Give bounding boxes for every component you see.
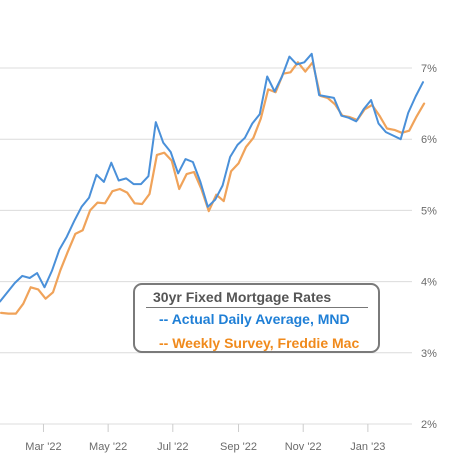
x-tick-label: Sep '22 (220, 441, 257, 453)
y-tick-label: 6% (421, 134, 437, 146)
series-layer (0, 52, 426, 315)
x-axis: Mar '22 May '22 Jul '22 Sep '22 Nov '22 Jan '… (25, 424, 385, 453)
legend-item-freddie-mac: -- Weekly Survey, Freddie Mac (159, 335, 360, 351)
x-tick-label: Nov '22 (285, 441, 322, 453)
y-tick-label: 5% (421, 205, 437, 217)
x-tick-label: May '22 (89, 441, 127, 453)
legend-item-mnd: -- Actual Daily Average, MND (159, 311, 350, 327)
chart-title: 30yr Fixed Mortgage Rates (153, 289, 332, 305)
y-axis: 2% 3% 4% 5% 6% 7% (421, 63, 437, 431)
x-tick-label: Mar '22 (25, 441, 61, 453)
series-line-freddie-mac (0, 61, 426, 315)
legend: 30yr Fixed Mortgage Rates -- Actual Dail… (133, 283, 380, 353)
x-tick-label: Jul '22 (157, 441, 188, 453)
y-tick-label: 2% (421, 419, 437, 431)
y-tick-label: 4% (421, 277, 437, 289)
series-line-mnd (0, 52, 424, 303)
legend-divider (146, 307, 368, 308)
y-tick-label: 3% (421, 348, 437, 360)
y-tick-label: 7% (421, 63, 437, 75)
gridlines (0, 67, 412, 425)
x-tick-label: Jan '23 (350, 441, 385, 453)
